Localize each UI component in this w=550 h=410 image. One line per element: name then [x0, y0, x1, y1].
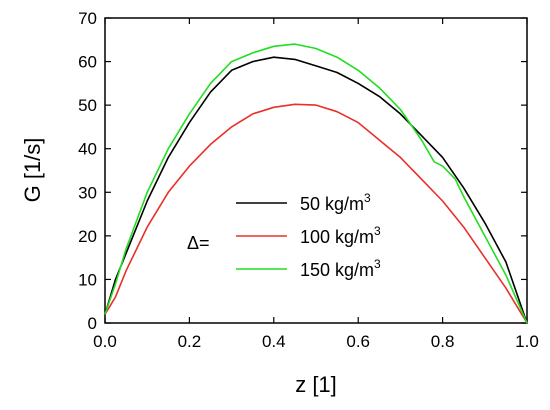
y-tick-label: 50	[78, 96, 97, 115]
y-tick-label: 70	[78, 9, 97, 28]
axis-ticks: 0.0 0.2 0.4 0.6 0.8 1.0 0 10 20 30 40 50 60 70	[78, 9, 539, 351]
legend-prefix: Δ=	[187, 233, 210, 253]
series-line-1	[104, 56, 528, 324]
legend: Δ= 50 kg/m3 100 kg/m3 150 kg/m3	[187, 191, 381, 280]
series-line-3	[104, 43, 528, 324]
series-lines	[104, 43, 528, 324]
x-tick-label: 0.8	[431, 332, 455, 351]
y-tick-label: 10	[78, 270, 97, 289]
y-tick-label: 20	[78, 227, 97, 246]
x-axis-label: z [1]	[295, 372, 337, 397]
plot-frame	[104, 17, 528, 324]
x-tick-label: 0.2	[178, 332, 202, 351]
y-tick-label: 30	[78, 183, 97, 202]
y-tick-label: 40	[78, 140, 97, 159]
y-axis-label: G [1/s]	[20, 138, 45, 203]
x-tick-label: 1.0	[515, 332, 539, 351]
y-tick-label: 0	[88, 314, 97, 333]
x-tick-label: 0.0	[93, 332, 117, 351]
legend-label-3: 150 kg/m3	[300, 257, 381, 280]
legend-label-1: 50 kg/m3	[300, 191, 371, 214]
y-tick-label: 60	[78, 53, 97, 72]
legend-label-2: 100 kg/m3	[300, 224, 381, 247]
x-tick-label: 0.4	[262, 332, 286, 351]
x-tick-label: 0.6	[346, 332, 370, 351]
series-line-2	[104, 103, 528, 324]
